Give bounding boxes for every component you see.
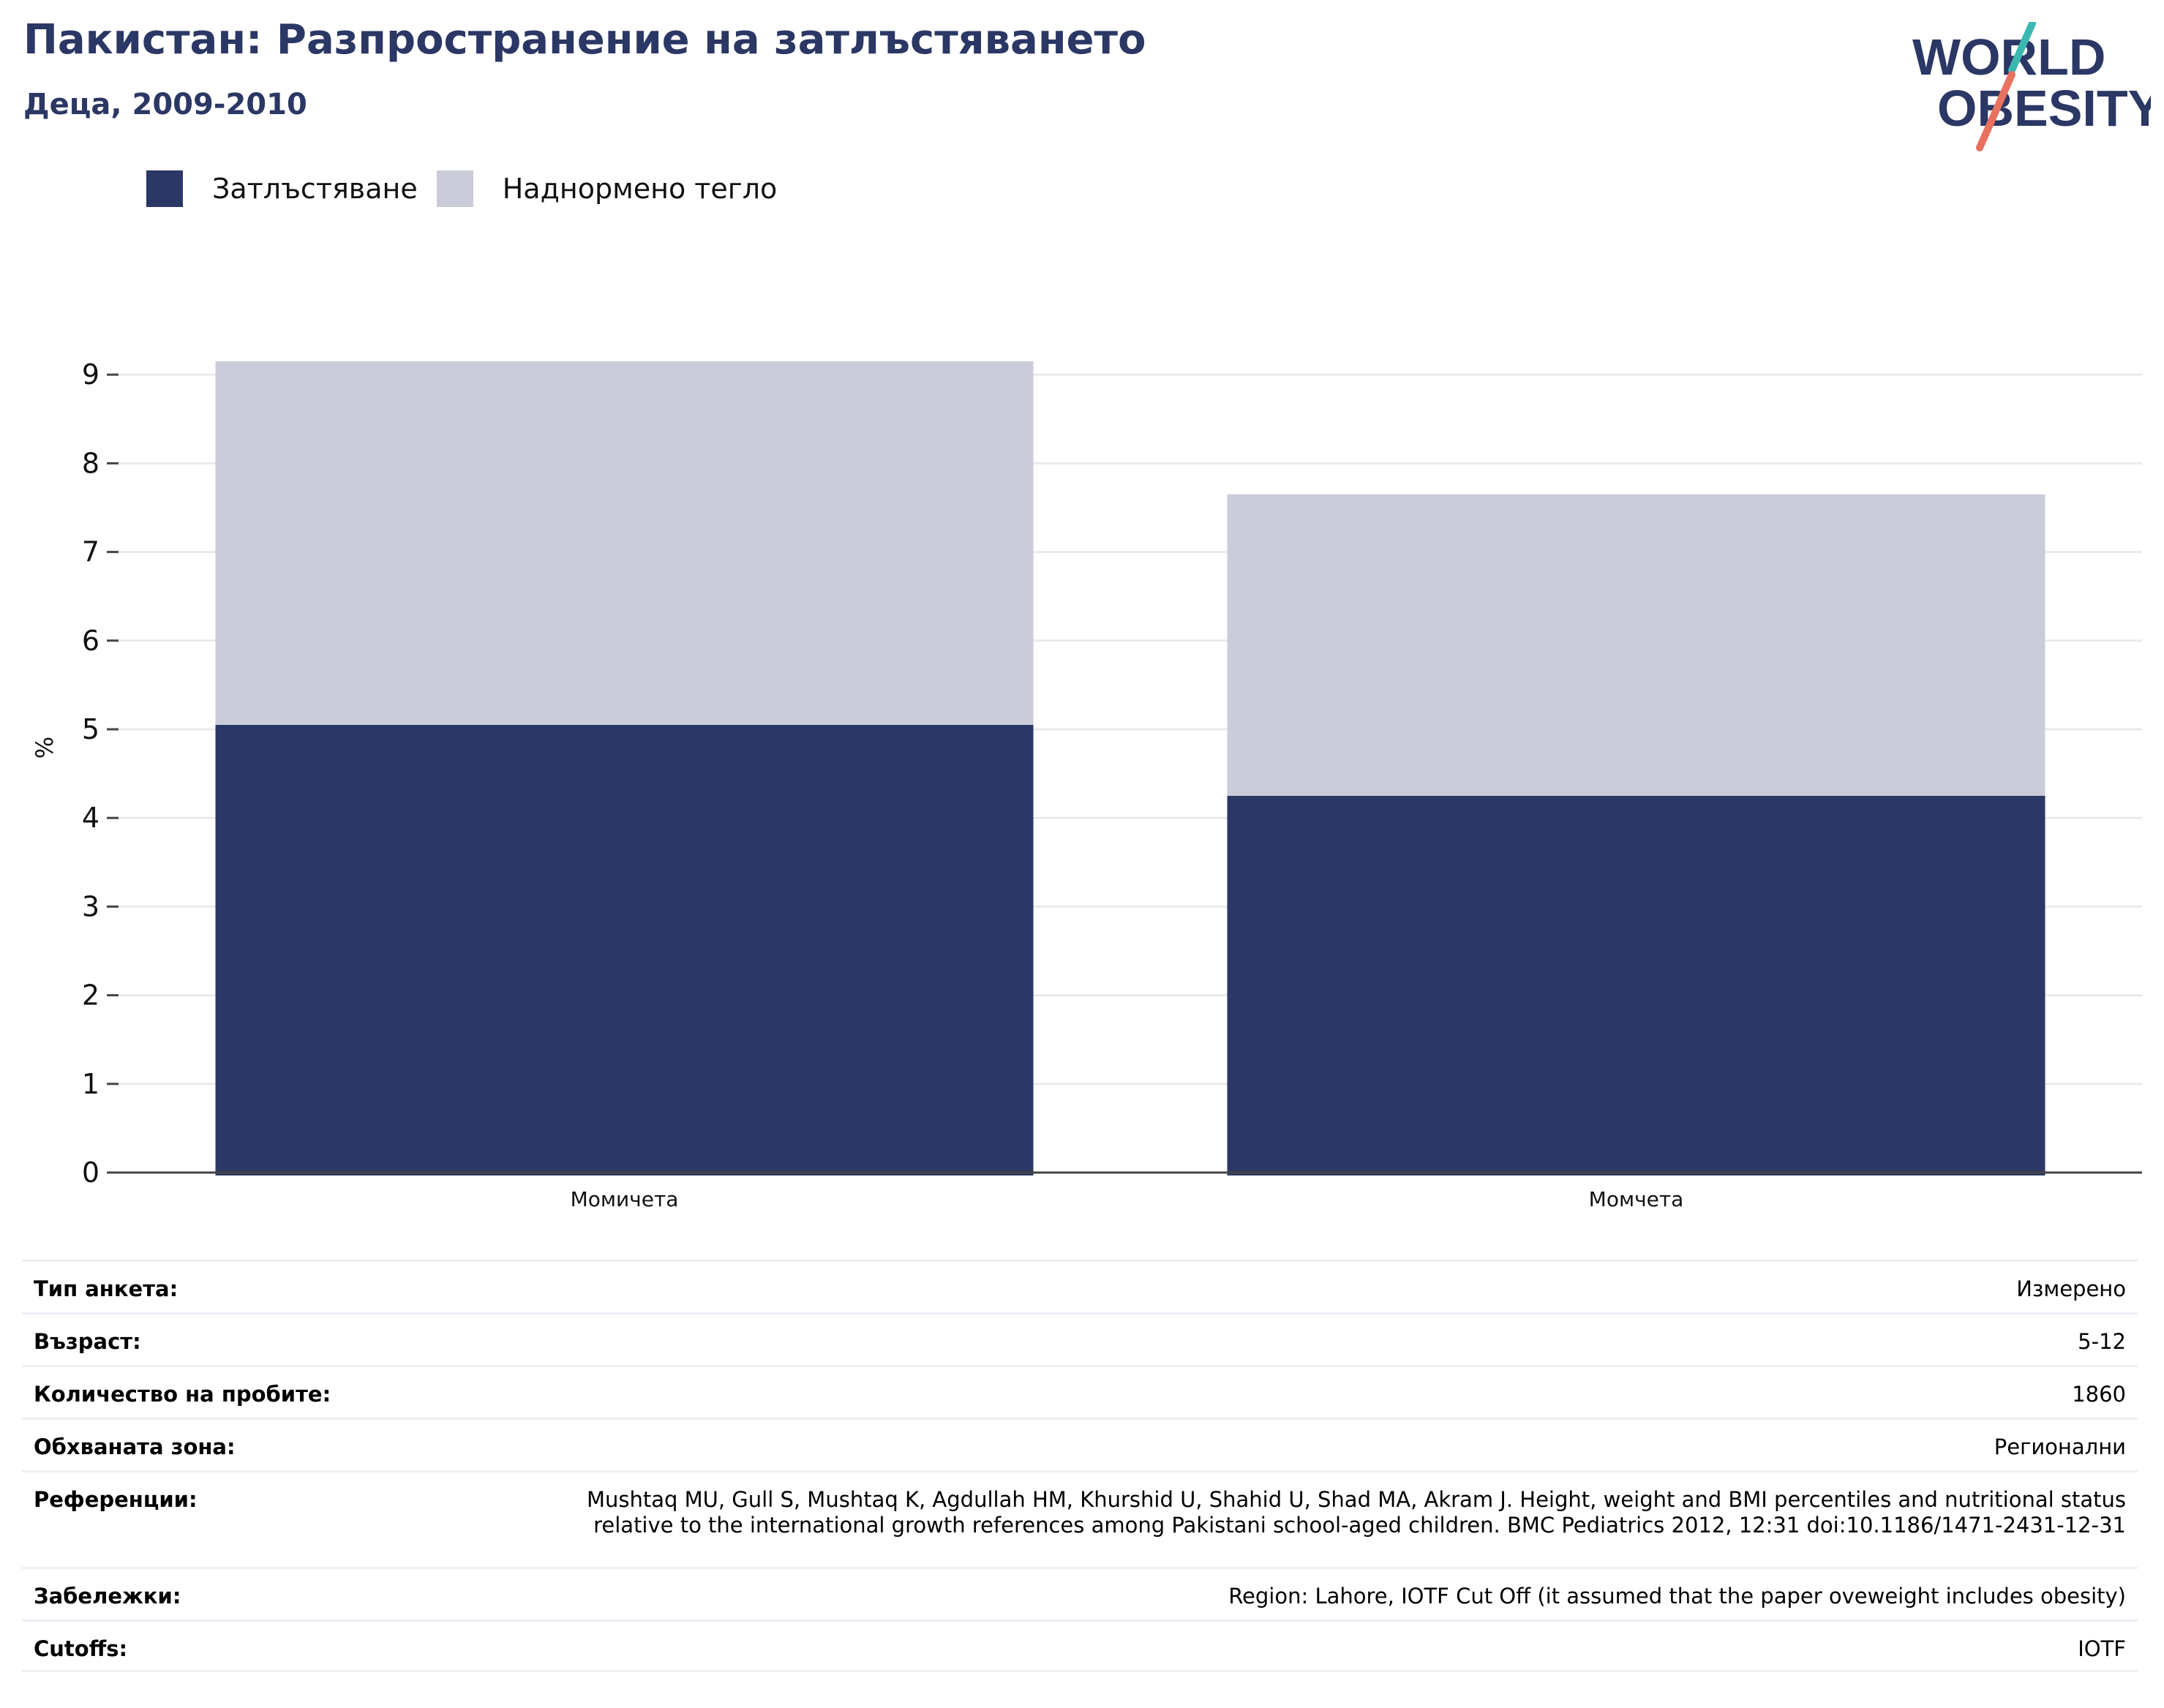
info-label: Cutoffs: bbox=[34, 1636, 128, 1661]
y-tick-label: 4 bbox=[82, 802, 99, 834]
y-tick-label: 1 bbox=[82, 1068, 99, 1100]
info-label: Обхваната зона: bbox=[34, 1434, 236, 1459]
y-tick-label: 5 bbox=[82, 713, 99, 745]
y-tick-label: 8 bbox=[82, 447, 99, 479]
x-tick-label: Момчета bbox=[1589, 1187, 1684, 1211]
info-row: Количество на пробите: 1860 bbox=[22, 1365, 2138, 1418]
info-label: Референции: bbox=[34, 1487, 198, 1512]
info-label: Количество на пробите: bbox=[34, 1382, 331, 1407]
y-tick-label: 9 bbox=[82, 358, 99, 391]
bars bbox=[215, 361, 2045, 1175]
world-obesity-logo: WORLD OBESITY bbox=[1912, 22, 2151, 151]
bar-overweight-1[interactable] bbox=[1227, 494, 2045, 796]
info-row: Cutoffs: IOTF bbox=[22, 1619, 2138, 1672]
bar-overweight-0[interactable] bbox=[215, 361, 1034, 725]
info-value: Измерено bbox=[2016, 1276, 2126, 1301]
info-value: Region: Lahore, IOTF Cut Off (it assumed… bbox=[1228, 1584, 2126, 1609]
logo-slash-coral bbox=[1976, 71, 2015, 151]
y-tick-label: 2 bbox=[82, 979, 99, 1012]
logo-slash-teal bbox=[2008, 22, 2036, 74]
y-tick-label: 6 bbox=[82, 625, 99, 657]
y-tick-labels: 0 1 2 3 4 5 6 7 8 9 bbox=[82, 358, 119, 1189]
info-row: Тип анкета: Измерено bbox=[22, 1260, 2138, 1312]
info-row: Обхваната зона: Регионални bbox=[22, 1418, 2138, 1470]
info-value: Mushtaq MU, Gull S, Mushtaq K, Agdullah … bbox=[586, 1487, 2126, 1538]
survey-info-table: Тип анкета: Измерено Възраст: 5-12 Количеств… bbox=[22, 1260, 2138, 1672]
page-subtitle: Деца, 2009-2010 bbox=[23, 88, 307, 121]
legend-item-overweight[interactable]: Наднормено тегло bbox=[436, 170, 778, 207]
info-label: Забележки: bbox=[34, 1584, 181, 1609]
stacked-bar-chart: 0 1 2 3 4 5 6 7 8 9 Момичета Момчета % bbox=[31, 358, 2142, 1211]
y-axis-label: % bbox=[31, 737, 59, 759]
legend-item-obesity[interactable]: Затлъстяване bbox=[146, 170, 418, 207]
info-label: Тип анкета: bbox=[34, 1276, 179, 1301]
y-tick-label: 0 bbox=[82, 1156, 99, 1189]
legend-label-obesity: Затлъстяване bbox=[212, 173, 418, 205]
bar-obesity-1[interactable] bbox=[1227, 795, 2045, 1175]
x-tick-label: Момичета bbox=[571, 1187, 679, 1211]
chart-legend: Затлъстяване Наднормено тегло bbox=[146, 167, 796, 211]
y-tick-label: 7 bbox=[82, 536, 99, 568]
info-value: IOTF bbox=[2078, 1636, 2126, 1661]
info-row: Забележки: Region: Lahore, IOTF Cut Off (… bbox=[22, 1567, 2138, 1619]
bar-obesity-0[interactable] bbox=[215, 724, 1034, 1175]
info-row: Възраст: 5-12 bbox=[22, 1312, 2138, 1365]
page-title: Пакистан: Разпространение на затлъстяван… bbox=[23, 16, 1146, 64]
info-value: Регионални bbox=[1994, 1434, 2126, 1459]
info-value: 5-12 bbox=[2078, 1329, 2126, 1354]
info-label: Възраст: bbox=[34, 1329, 141, 1354]
y-tick-label: 3 bbox=[82, 890, 99, 922]
info-value: 1860 bbox=[2072, 1382, 2126, 1407]
x-tick-labels: Момичета Момчета bbox=[571, 1187, 1684, 1211]
legend-swatch-obesity bbox=[146, 170, 183, 207]
info-row: Референции: Mushtaq MU, Gull S, Mushtaq K… bbox=[22, 1470, 2138, 1567]
logo-line2: OBESITY bbox=[1937, 80, 2151, 137]
legend-swatch-overweight bbox=[436, 170, 473, 207]
legend-label-overweight: Наднормено тегло bbox=[502, 173, 778, 205]
